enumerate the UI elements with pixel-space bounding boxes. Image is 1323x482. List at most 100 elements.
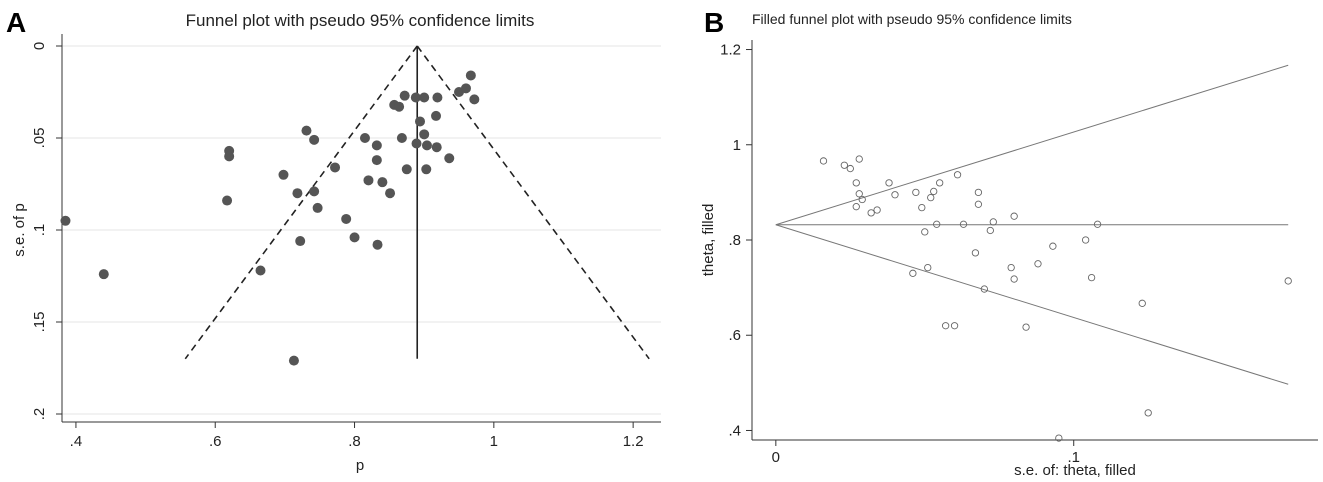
chart-a-gridlines	[62, 45, 661, 415]
chart-b-point	[950, 322, 959, 330]
chart-a-ylabel: s.e. of p	[11, 203, 28, 256]
chart-b-point	[924, 263, 932, 272]
chart-b-point	[1144, 409, 1152, 417]
chart-a-ytick-label: .05	[31, 128, 48, 149]
chart-a-point	[349, 232, 360, 243]
chart-b-xtick-label: .1	[1067, 449, 1080, 466]
chart-a-y-ticks: 0 .05 .1 .15 .2	[31, 42, 62, 420]
chart-a-point	[431, 142, 442, 153]
chart-a-point	[444, 153, 455, 164]
chart-a-xtick-label: 1.2	[623, 433, 644, 450]
chart-b-point	[1284, 277, 1292, 285]
chart-a-x-ticks: .4 .6 .8 1 1.2	[70, 422, 644, 450]
chart-b-ytick-label: .8	[728, 232, 741, 249]
chart-a-point	[301, 125, 312, 136]
chart-b-point	[918, 203, 926, 212]
chart-b-x-ticks: 0.1	[772, 440, 1080, 466]
chart-b-ytick-label: 1.2	[720, 42, 741, 59]
panel-b: B Filled funnel plot with pseudo 95% con…	[700, 7, 1318, 479]
chart-a-point	[411, 138, 422, 149]
chart-a-point	[372, 239, 383, 250]
chart-a-ytick-label: .1	[31, 224, 48, 237]
panel-a: A Funnel plot with pseudo 95% confidence…	[6, 7, 661, 474]
chart-a-point	[309, 134, 320, 145]
chart-b-point	[909, 269, 917, 277]
chart-a-point	[469, 94, 480, 105]
chart-b-ytick-label: 1	[733, 137, 741, 154]
chart-b-point	[936, 179, 944, 187]
chart-a-point	[222, 195, 233, 206]
chart-a-point	[421, 164, 432, 175]
chart-a-title: Funnel plot with pseudo 95% confidence l…	[186, 11, 535, 30]
chart-a-point	[399, 90, 410, 101]
chart-b-ytick-label: .6	[728, 327, 741, 344]
chart-b-point	[855, 155, 863, 163]
chart-b-point	[852, 179, 860, 187]
chart-a-ytick-label: .2	[31, 408, 48, 421]
chart-a-point	[309, 186, 320, 197]
chart-a-point	[341, 213, 352, 224]
chart-a-point	[292, 188, 303, 199]
chart-b-point	[855, 190, 863, 198]
chart-a-ci-right	[416, 45, 650, 360]
chart-b-point	[974, 188, 983, 197]
chart-b-point	[933, 220, 941, 228]
chart-a-point	[359, 133, 370, 143]
chart-a-point	[224, 151, 235, 162]
chart-a-ytick-label: 0	[31, 42, 48, 50]
chart-b-title: Filled funnel plot with pseudo 95% confi…	[752, 11, 1072, 27]
chart-a-point	[421, 140, 432, 151]
chart-b-point	[819, 157, 828, 165]
panel-a-letter: A	[6, 7, 26, 38]
chart-b-ylabel: theta, filled	[700, 204, 717, 277]
chart-b-point	[858, 195, 866, 204]
chart-b-point	[980, 285, 989, 293]
chart-a-xlabel: p	[356, 457, 364, 474]
chart-b-point	[912, 188, 920, 197]
chart-b-point	[840, 161, 848, 169]
chart-b-xtick-label: 0	[772, 449, 780, 466]
chart-a-point	[295, 236, 306, 247]
chart-b-point	[989, 218, 997, 226]
chart-a-xtick-label: .4	[70, 433, 83, 450]
chart-a-point	[431, 110, 442, 121]
chart-b-point	[885, 179, 893, 187]
chart-a-xtick-label: .8	[348, 433, 361, 450]
chart-b-ytick-label: .4	[728, 422, 741, 439]
chart-a-point	[415, 116, 426, 127]
chart-a-point	[288, 355, 299, 366]
chart-b-point	[852, 203, 860, 211]
chart-b-point	[1049, 242, 1057, 250]
chart-b-points	[819, 155, 1292, 442]
chart-b-ci-upper	[775, 64, 1289, 226]
chart-a-point	[371, 140, 382, 151]
chart-a-ytick-label: .15	[31, 312, 48, 333]
chart-a-point	[60, 215, 71, 226]
chart-b-point	[953, 171, 962, 179]
chart-a-xtick-label: .6	[209, 433, 222, 450]
chart-b-point	[927, 193, 935, 202]
chart-b-point	[1055, 434, 1063, 442]
chart-a-point	[401, 164, 412, 175]
chart-b-point	[891, 191, 899, 199]
chart-b-point	[873, 206, 881, 214]
chart-a-point	[419, 129, 430, 140]
chart-b-point	[921, 228, 929, 236]
chart-b-point	[1087, 273, 1096, 282]
chart-b-point	[959, 220, 968, 228]
chart-b-ci-lower	[775, 224, 1289, 385]
panel-b-letter: B	[704, 7, 724, 38]
chart-a-xtick-label: 1	[490, 433, 498, 450]
chart-a-point	[377, 177, 388, 188]
chart-a-point	[330, 162, 341, 173]
chart-b-point	[1010, 275, 1018, 283]
chart-b-point	[1138, 299, 1146, 307]
chart-b-point	[1022, 323, 1030, 331]
chart-b-point	[1034, 260, 1042, 268]
chart-b-point	[846, 164, 854, 173]
chart-a-point	[312, 202, 323, 213]
chart-a-point	[98, 269, 109, 280]
chart-a-point	[394, 101, 405, 112]
chart-a-points	[60, 70, 480, 366]
chart-a-point	[363, 175, 374, 186]
